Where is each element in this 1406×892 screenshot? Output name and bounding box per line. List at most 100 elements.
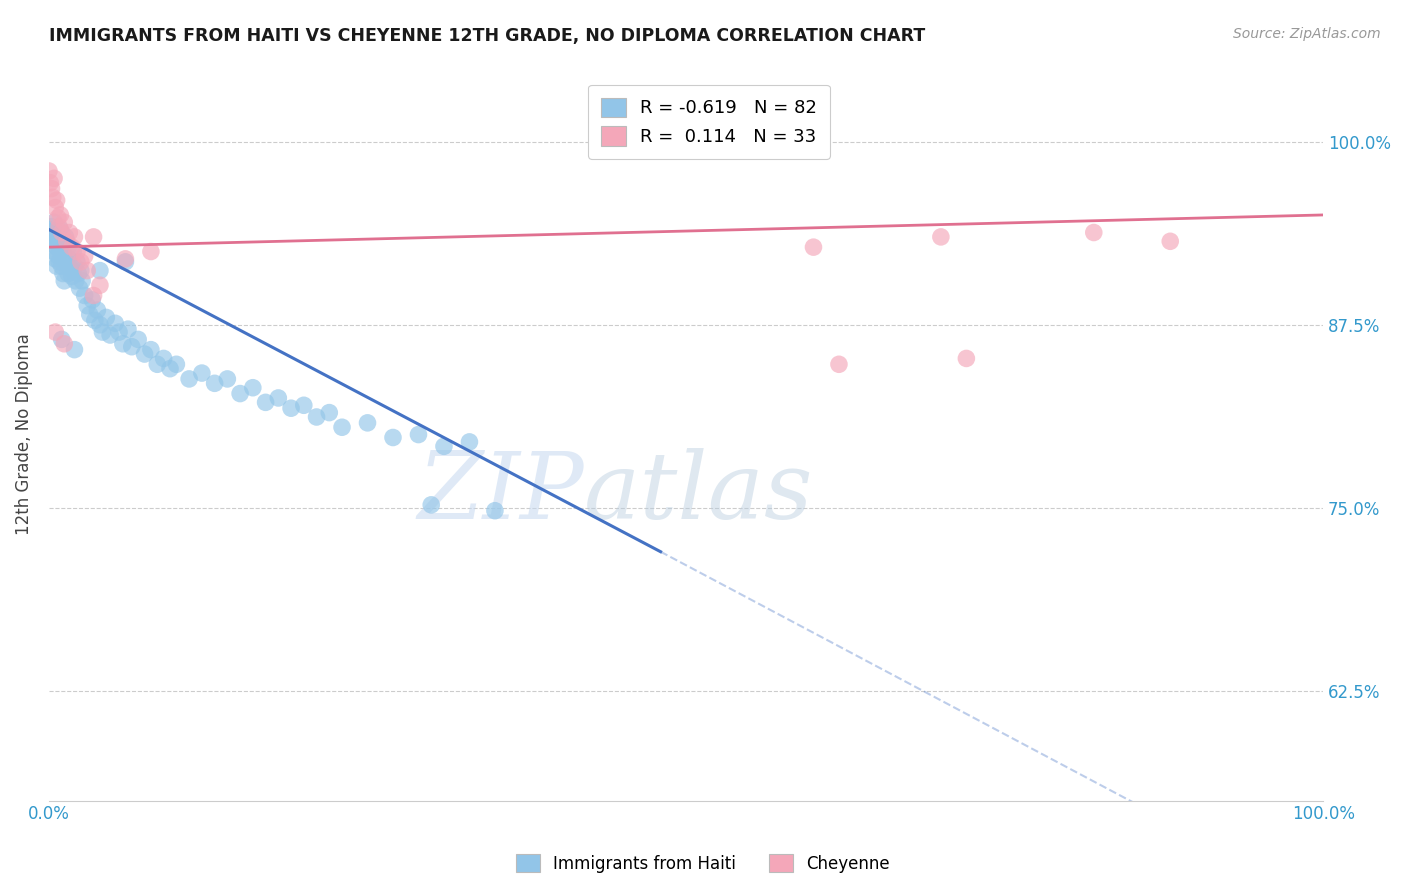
Point	[134, 347, 156, 361]
Point	[139, 244, 162, 259]
Point	[39, 176, 62, 190]
Point	[53, 215, 76, 229]
Point	[114, 252, 136, 266]
Point	[83, 288, 105, 302]
Point	[86, 303, 108, 318]
Point	[76, 299, 98, 313]
Point	[73, 249, 96, 263]
Point	[146, 357, 169, 371]
Point	[159, 361, 181, 376]
Point	[53, 336, 76, 351]
Legend: Immigrants from Haiti, Cheyenne: Immigrants from Haiti, Cheyenne	[510, 847, 896, 880]
Point	[56, 254, 79, 268]
Point	[242, 381, 264, 395]
Point	[60, 269, 83, 284]
Point	[76, 263, 98, 277]
Point	[56, 267, 79, 281]
Point	[73, 288, 96, 302]
Point	[51, 332, 73, 346]
Point	[292, 398, 315, 412]
Point	[45, 194, 67, 208]
Text: Source: ZipAtlas.com: Source: ZipAtlas.com	[1233, 27, 1381, 41]
Point	[83, 230, 105, 244]
Point	[91, 325, 114, 339]
Point	[955, 351, 977, 366]
Point	[111, 336, 134, 351]
Point	[382, 430, 405, 444]
Point	[45, 240, 67, 254]
Point	[89, 318, 111, 332]
Point	[39, 226, 62, 240]
Point	[52, 267, 75, 281]
Point	[42, 215, 65, 229]
Point	[330, 420, 353, 434]
Point	[420, 498, 443, 512]
Text: IMMIGRANTS FROM HAITI VS CHEYENNE 12TH GRADE, NO DIPLOMA CORRELATION CHART: IMMIGRANTS FROM HAITI VS CHEYENNE 12TH G…	[49, 27, 925, 45]
Point	[38, 222, 60, 236]
Point	[254, 395, 277, 409]
Point	[58, 226, 80, 240]
Point	[191, 366, 214, 380]
Point	[70, 274, 93, 288]
Point	[98, 328, 121, 343]
Legend: R = -0.619   N = 82, R =  0.114   N = 33: R = -0.619 N = 82, R = 0.114 N = 33	[588, 85, 830, 159]
Point	[69, 263, 91, 277]
Point	[267, 391, 290, 405]
Point	[51, 259, 73, 273]
Point	[42, 171, 65, 186]
Point	[41, 219, 63, 234]
Point	[104, 316, 127, 330]
Point	[46, 249, 69, 263]
Point	[1159, 235, 1181, 249]
Point	[356, 416, 378, 430]
Point	[165, 357, 187, 371]
Point	[1083, 226, 1105, 240]
Point	[44, 252, 66, 266]
Point	[45, 259, 67, 273]
Point	[59, 262, 82, 277]
Point	[42, 230, 65, 244]
Point	[56, 240, 79, 254]
Point	[69, 281, 91, 295]
Point	[42, 244, 65, 259]
Text: ZIP: ZIP	[418, 448, 583, 538]
Point	[484, 504, 506, 518]
Point	[139, 343, 162, 357]
Point	[44, 201, 66, 215]
Point	[82, 293, 104, 307]
Point	[408, 427, 430, 442]
Point	[53, 249, 76, 263]
Point	[305, 409, 328, 424]
Point	[63, 259, 86, 273]
Point	[217, 372, 239, 386]
Point	[458, 434, 481, 449]
Point	[152, 351, 174, 366]
Point	[58, 252, 80, 266]
Point	[46, 211, 69, 225]
Point	[67, 267, 90, 281]
Point	[63, 230, 86, 244]
Point	[48, 219, 70, 234]
Point	[62, 244, 84, 259]
Point	[49, 208, 72, 222]
Point	[51, 226, 73, 240]
Point	[803, 240, 825, 254]
Point	[49, 244, 72, 259]
Point	[89, 278, 111, 293]
Point	[66, 254, 89, 268]
Point	[114, 254, 136, 268]
Point	[38, 164, 60, 178]
Point	[42, 237, 65, 252]
Point	[433, 439, 456, 453]
Point	[63, 343, 86, 357]
Point	[89, 263, 111, 277]
Point	[55, 230, 77, 244]
Point	[66, 244, 89, 259]
Point	[44, 325, 66, 339]
Point	[229, 386, 252, 401]
Y-axis label: 12th Grade, No Diploma: 12th Grade, No Diploma	[15, 334, 32, 535]
Point	[127, 332, 149, 346]
Point	[48, 254, 70, 268]
Point	[60, 240, 83, 254]
Point	[828, 357, 851, 371]
